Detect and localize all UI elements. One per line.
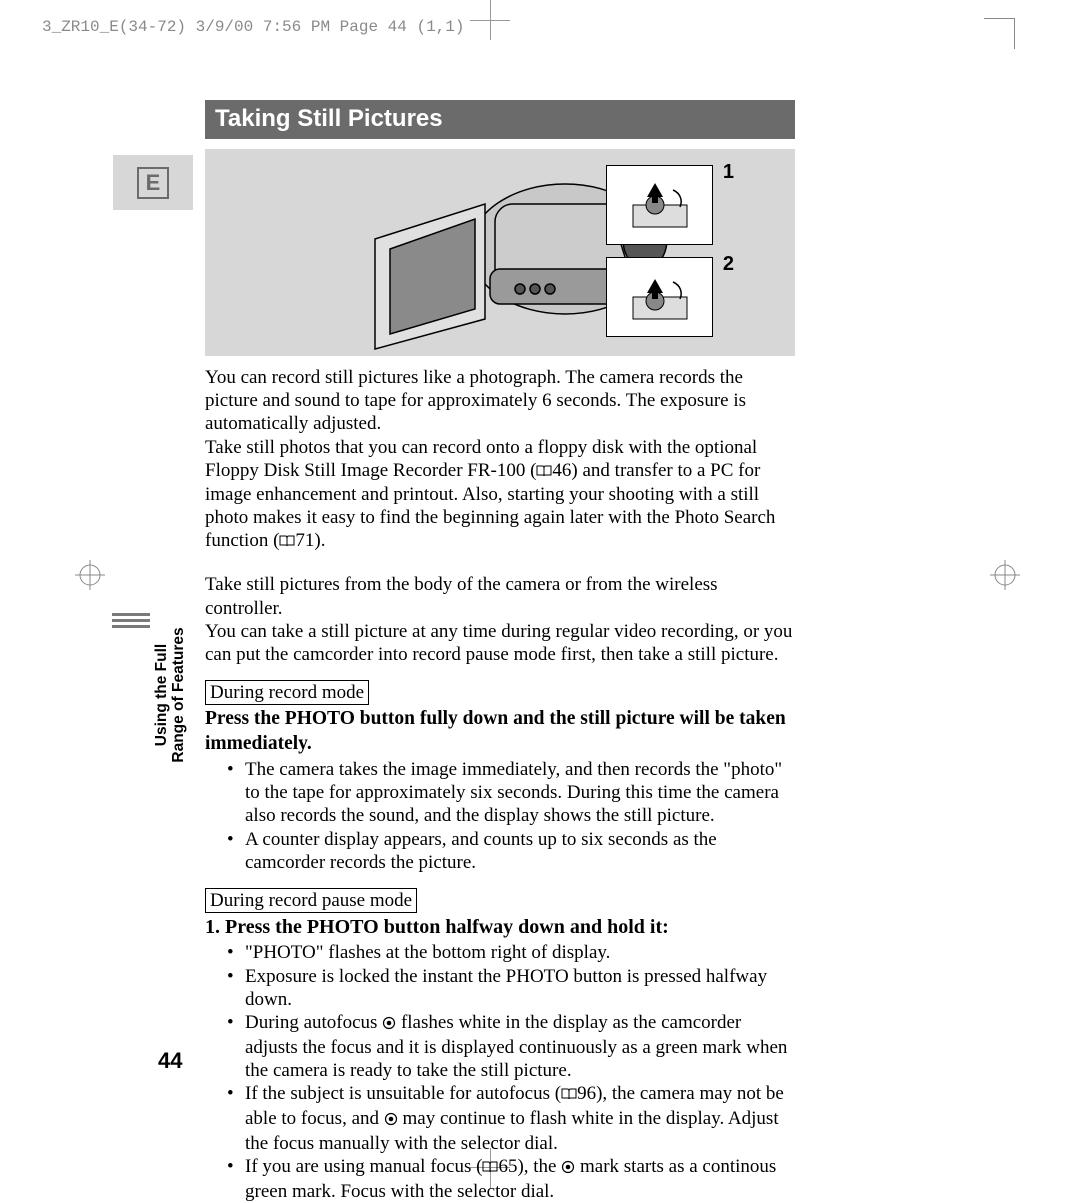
instruction-1: Press the PHOTO button fully down and th… [205, 707, 795, 756]
book-icon [279, 530, 295, 553]
bullet-2d: If the subject is unsuitable for autofoc… [245, 1082, 795, 1155]
bullet-2b: Exposure is locked the instant the PHOTO… [245, 965, 795, 1011]
paragraph-3: Take still pictures from the body of the… [205, 573, 795, 619]
callout-box-1 [606, 165, 713, 245]
callout-box-2 [606, 257, 713, 337]
mode-box-pause: During record pause mode [205, 888, 417, 913]
print-header-text: 3_ZR10_E(34-72) 3/9/00 7:56 PM Page 44 (… [42, 18, 464, 36]
bullet-2e: If you are using manual focus (65), the … [245, 1155, 795, 1203]
focus-dot-icon [384, 1109, 398, 1132]
side-accent-bars [112, 613, 150, 631]
book-icon [561, 1083, 577, 1106]
mode-box-record: During record mode [205, 680, 369, 705]
bullet-list-1: The camera takes the image immediately, … [205, 758, 795, 874]
paragraph-2: Take still photos that you can record on… [205, 436, 795, 554]
side-tab-line1: Using the Full [153, 644, 170, 746]
bullet-1a: The camera takes the image immediately, … [245, 758, 795, 828]
book-icon [482, 1156, 498, 1179]
camcorder-illustration: 1 2 [205, 149, 795, 356]
paragraph-1: You can record still pictures like a pho… [205, 366, 795, 436]
body-text: You can record still pictures like a pho… [205, 366, 795, 1203]
side-tab-label: Using the Full Range of Features [153, 610, 187, 780]
bullet-list-2: "PHOTO" flashes at the bottom right of d… [205, 941, 795, 1203]
page-number: 44 [158, 1048, 182, 1074]
corner-mark-top-right [984, 18, 1015, 49]
registration-mark-left [75, 560, 105, 590]
side-tab-line2: Range of Features [170, 627, 187, 762]
registration-mark-right [990, 560, 1020, 590]
bullet-2c: During autofocus flashes white in the di… [245, 1011, 795, 1083]
step-1: 1. Press the PHOTO button halfway down a… [205, 915, 795, 939]
bullet-1b: A counter display appears, and counts up… [245, 828, 795, 874]
paragraph-4: You can take a still picture at any time… [205, 620, 795, 666]
main-content: Taking Still Pictures [205, 100, 795, 1203]
focus-dot-icon [561, 1157, 575, 1180]
language-badge: E [113, 155, 193, 210]
callout-number-1: 1 [723, 161, 734, 184]
callout-number-2: 2 [723, 253, 734, 276]
focus-dot-icon [382, 1013, 396, 1036]
language-badge-letter: E [137, 167, 169, 199]
book-icon [536, 460, 552, 483]
crop-mark-top [470, 0, 510, 40]
bullet-2a: "PHOTO" flashes at the bottom right of d… [245, 941, 795, 964]
section-title: Taking Still Pictures [205, 100, 795, 139]
